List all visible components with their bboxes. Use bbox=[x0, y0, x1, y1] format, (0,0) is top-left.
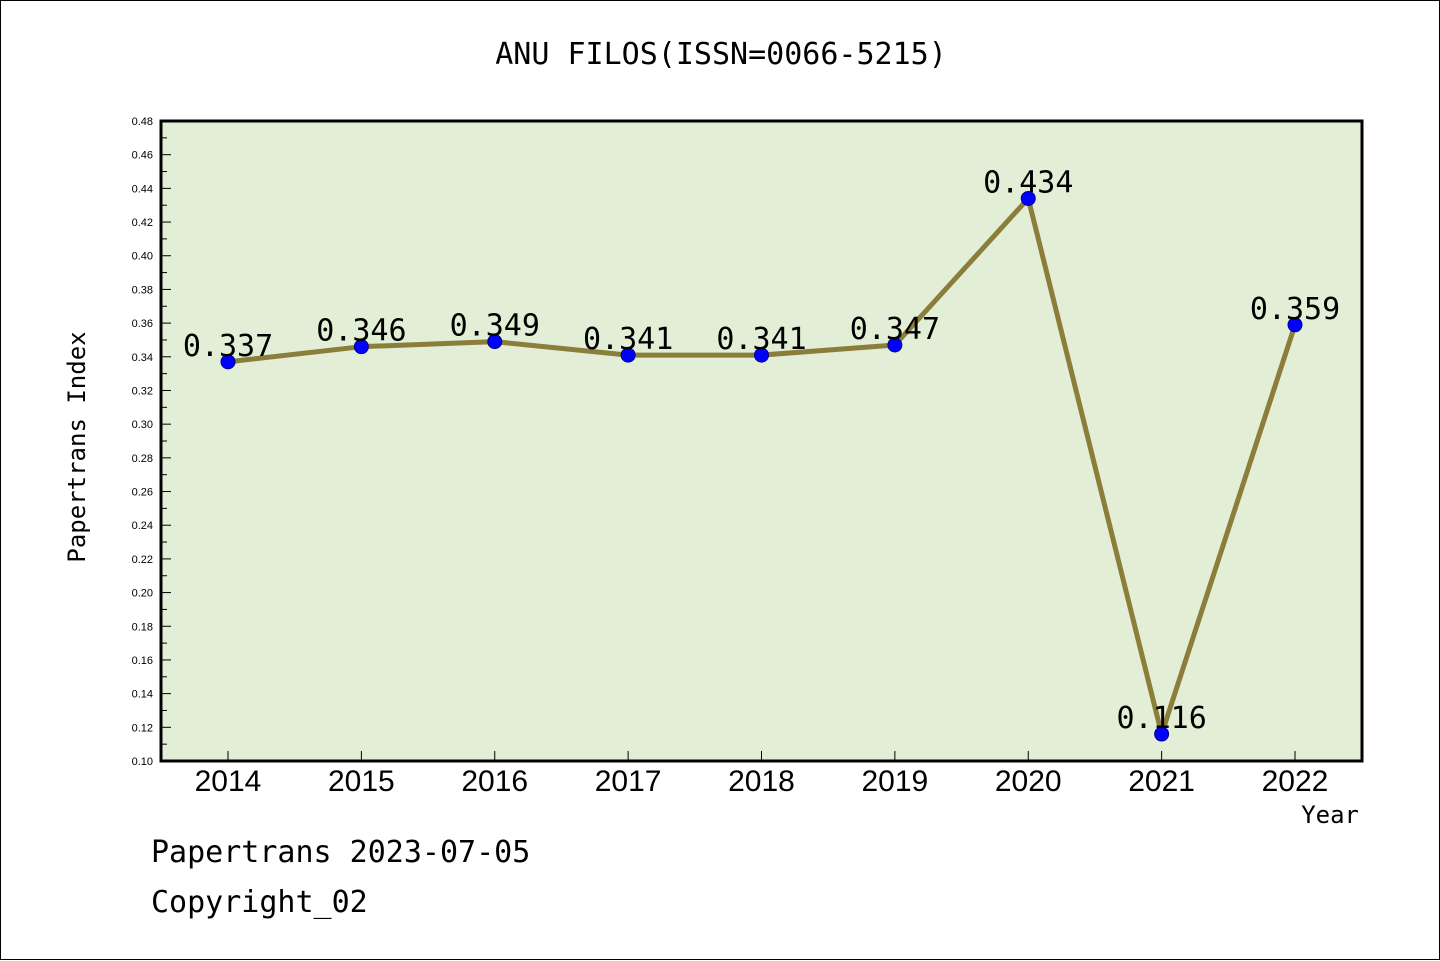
data-point bbox=[887, 337, 903, 353]
x-tick-label: 2019 bbox=[862, 765, 929, 798]
data-point bbox=[620, 347, 636, 363]
y-tick-label: 0.26 bbox=[132, 487, 153, 499]
y-tick-label: 0.20 bbox=[132, 588, 153, 600]
y-tick-label: 0.40 bbox=[132, 251, 153, 263]
data-label: 0.341 bbox=[716, 322, 806, 357]
y-tick-label: 0.46 bbox=[132, 150, 153, 162]
data-point bbox=[1287, 317, 1303, 333]
y-tick-label: 0.14 bbox=[132, 689, 153, 701]
x-tick-label: 2017 bbox=[595, 765, 662, 798]
plot-area bbox=[161, 121, 1362, 761]
y-tick-label: 0.24 bbox=[132, 520, 153, 532]
data-label: 0.341 bbox=[583, 322, 673, 357]
x-tick-label: 2020 bbox=[995, 765, 1062, 798]
data-label: 0.359 bbox=[1250, 292, 1340, 327]
footer-date: Papertrans 2023-07-05 bbox=[151, 835, 531, 870]
plot-border bbox=[159, 119, 1364, 763]
chart-title: ANU FILOS(ISSN=0066-5215) bbox=[495, 37, 947, 72]
data-point bbox=[353, 339, 369, 355]
data-point bbox=[754, 347, 769, 363]
y-tick-label: 0.22 bbox=[132, 554, 153, 566]
data-point bbox=[1020, 190, 1036, 206]
y-tick-label: 0.34 bbox=[132, 352, 153, 364]
x-tick-label: 2022 bbox=[1262, 765, 1329, 798]
data-point bbox=[487, 334, 503, 350]
footer-copyright: Copyright_02 bbox=[151, 885, 368, 920]
y-tick-label: 0.42 bbox=[132, 217, 153, 229]
y-tick-label: 0.16 bbox=[132, 655, 153, 667]
data-label: 0.347 bbox=[850, 312, 940, 347]
y-tick-label: 0.48 bbox=[132, 116, 153, 128]
x-tick-label: 2021 bbox=[1128, 765, 1195, 798]
x-tick-label: 2014 bbox=[195, 765, 262, 798]
data-label: 0.337 bbox=[183, 329, 273, 364]
data-label: 0.349 bbox=[450, 309, 540, 344]
y-tick-label: 0.12 bbox=[132, 722, 153, 734]
data-point bbox=[1154, 726, 1170, 742]
x-tick-label: 2018 bbox=[728, 765, 795, 798]
x-tick-label: 2015 bbox=[328, 765, 395, 798]
data-label: 0.434 bbox=[983, 165, 1073, 200]
y-tick-label: 0.36 bbox=[132, 318, 153, 330]
data-label: 0.116 bbox=[1116, 701, 1206, 736]
y-tick-label: 0.28 bbox=[132, 453, 153, 465]
y-tick-label: 0.32 bbox=[132, 385, 153, 397]
data-label: 0.346 bbox=[316, 314, 406, 349]
y-tick-label: 0.30 bbox=[132, 419, 153, 431]
data-point bbox=[220, 354, 236, 370]
y-tick-label: 0.38 bbox=[132, 284, 153, 296]
x-tick-label: 2016 bbox=[461, 765, 528, 798]
y-tick-label: 0.10 bbox=[132, 756, 153, 768]
y-tick-label: 0.44 bbox=[132, 183, 153, 195]
x-axis-label: Year bbox=[1301, 801, 1359, 829]
y-tick-label: 0.18 bbox=[132, 621, 153, 633]
